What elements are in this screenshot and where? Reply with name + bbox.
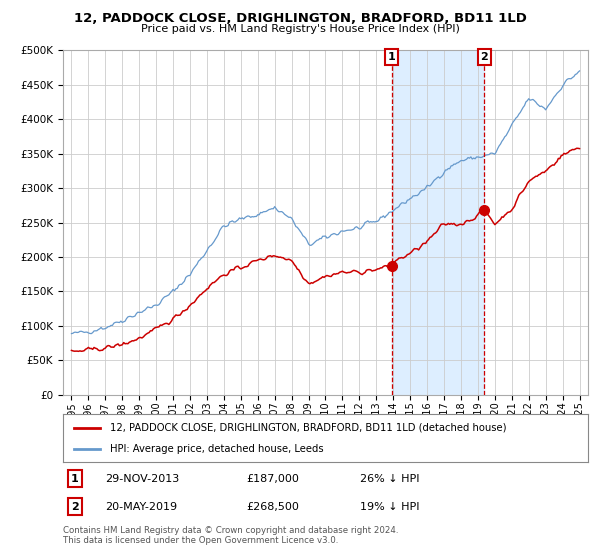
Text: This data is licensed under the Open Government Licence v3.0.: This data is licensed under the Open Gov…	[63, 536, 338, 545]
Text: Price paid vs. HM Land Registry's House Price Index (HPI): Price paid vs. HM Land Registry's House …	[140, 24, 460, 34]
Text: 19% ↓ HPI: 19% ↓ HPI	[360, 502, 419, 512]
Text: 29-NOV-2013: 29-NOV-2013	[105, 474, 179, 484]
Text: HPI: Average price, detached house, Leeds: HPI: Average price, detached house, Leed…	[110, 444, 324, 454]
Text: 20-MAY-2019: 20-MAY-2019	[105, 502, 177, 512]
Text: 2: 2	[481, 52, 488, 62]
Text: 1: 1	[71, 474, 79, 484]
Text: £268,500: £268,500	[246, 502, 299, 512]
Text: 2: 2	[71, 502, 79, 512]
Text: 26% ↓ HPI: 26% ↓ HPI	[360, 474, 419, 484]
Text: £187,000: £187,000	[246, 474, 299, 484]
Bar	[392, 50, 484, 395]
Text: 12, PADDOCK CLOSE, DRIGHLINGTON, BRADFORD, BD11 1LD: 12, PADDOCK CLOSE, DRIGHLINGTON, BRADFOR…	[74, 12, 526, 25]
Text: 12, PADDOCK CLOSE, DRIGHLINGTON, BRADFORD, BD11 1LD (detached house): 12, PADDOCK CLOSE, DRIGHLINGTON, BRADFOR…	[110, 423, 507, 433]
Text: Contains HM Land Registry data © Crown copyright and database right 2024.: Contains HM Land Registry data © Crown c…	[63, 526, 398, 535]
Text: 1: 1	[388, 52, 395, 62]
